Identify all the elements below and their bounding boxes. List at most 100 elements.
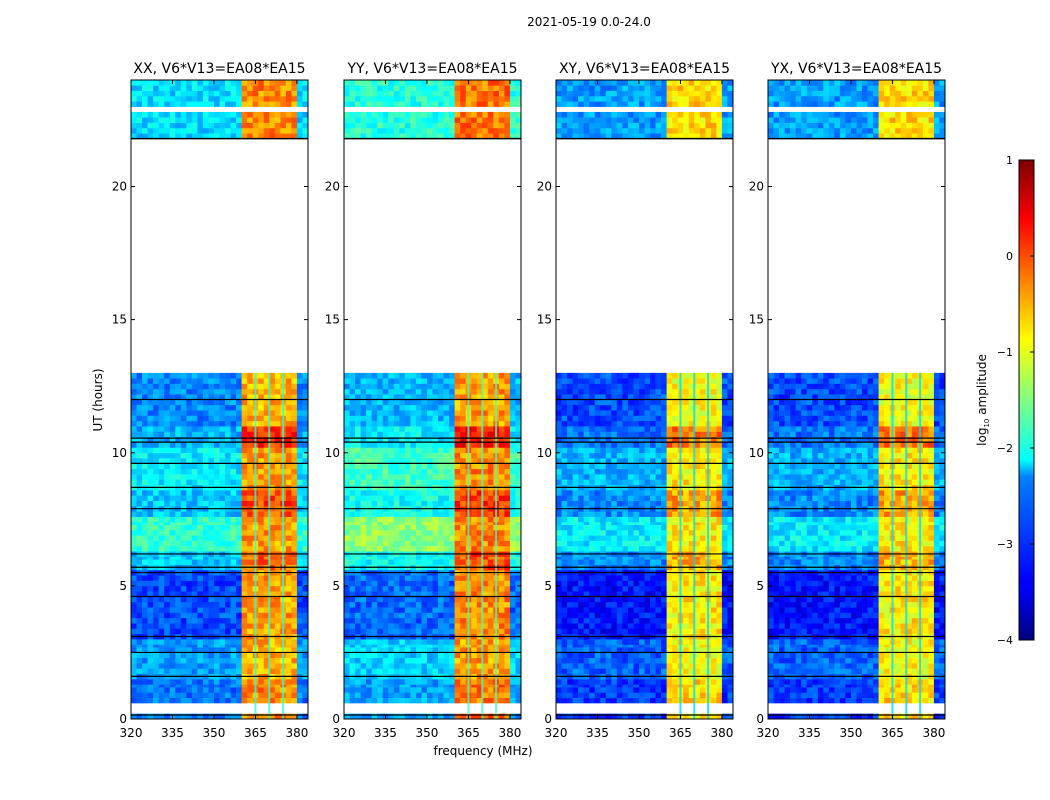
heatmap-cell [388,713,395,720]
heatmap-cell [225,122,231,129]
heatmap-cell [131,591,137,597]
heatmap-cell [164,585,171,592]
heatmap-cell [136,122,143,129]
heatmap-cell [302,623,309,629]
heatmap-cell [291,529,298,536]
heatmap-cell [399,607,406,613]
heatmap-cell [432,628,439,635]
heatmap-cell [280,122,287,129]
heatmap-cell [460,697,466,704]
heatmap-cell [438,436,444,443]
heatmap-cell [404,90,411,97]
heatmap-cell [371,436,378,443]
heatmap-cell [302,436,309,443]
heatmap-cell [202,127,209,134]
heatmap-cell [410,463,417,470]
heatmap-cell [388,474,395,480]
heatmap-cell [399,447,406,454]
heatmap-cell [164,545,171,552]
heatmap-cell [131,420,137,427]
heatmap-cell [136,420,143,427]
heatmap-cell [487,601,494,608]
heatmap-cell [360,524,367,531]
heatmap-cell [471,628,478,635]
heatmap-cell [399,524,406,531]
heatmap-cell [449,657,455,664]
heatmap-cell [302,452,309,459]
heatmap-cell [476,447,483,454]
heatmap-cell [504,628,511,635]
heatmap-cell [285,612,292,619]
heatmap-cell [252,122,259,129]
heatmap-cell [360,127,367,134]
heatmap-cell [360,399,367,406]
heatmap-cell [191,500,198,507]
heatmap-cell [230,388,237,395]
heatmap-cell [291,580,298,587]
heatmap-cell [371,545,378,552]
heatmap-cell [410,617,417,624]
heatmap-cell [285,372,292,379]
heatmap-cell [509,575,516,581]
heatmap-cell [410,490,417,496]
heatmap-cell [291,127,298,134]
heatmap-cell [274,383,281,390]
heatmap-cell [371,585,378,592]
heatmap-cell [219,535,226,541]
heatmap-cell [274,585,281,592]
heatmap-cell [509,663,516,669]
heatmap-cell [296,111,303,118]
heatmap-cell [241,117,248,123]
heatmap-cell [443,95,450,102]
heatmap-cell [263,596,270,603]
heatmap-cell [460,378,466,384]
heatmap-cell [399,85,406,91]
heatmap-cell [153,95,159,102]
heatmap-cell [296,529,303,536]
heatmap-cell [515,687,522,693]
heatmap-cell [302,415,309,422]
heatmap-cell [191,612,198,619]
heatmap-cell [164,436,171,443]
heatmap-cell [219,420,226,427]
heatmap-cell [164,639,171,645]
heatmap-cell [169,623,176,629]
heatmap-cell [471,612,478,619]
heatmap-cell [382,628,389,635]
heatmap-cell [421,623,428,629]
heatmap-cell [355,111,361,118]
heatmap-cell [131,511,137,517]
heatmap-cell [583,692,590,699]
heatmap-cell [366,436,372,443]
heatmap-cell [296,399,303,406]
heatmap-cell [371,628,378,635]
heatmap-cell [302,468,309,475]
heatmap-cell [344,657,350,664]
heatmap-cell [460,442,466,448]
heatmap-cell [258,559,265,565]
heatmap-cell [202,500,209,507]
heatmap-cell [349,436,356,443]
heatmap-cell [471,617,478,624]
heatmap-cell [449,580,455,587]
heatmap-cell [426,127,433,134]
heatmap-cell [421,410,428,416]
heatmap-cell [382,90,389,97]
heatmap-cell [344,95,350,102]
heatmap-cell [236,601,242,608]
heatmap-cell [426,80,433,86]
heatmap-cell [415,591,422,597]
heatmap-cell [136,559,143,565]
heatmap-cell [186,545,193,552]
heatmap-cell [509,383,516,390]
heatmap-cell [443,607,450,613]
heatmap-cell [349,500,356,507]
heatmap-cell [399,415,406,422]
heatmap-cell [388,591,395,597]
heatmap-cell [213,607,220,613]
heatmap-cell [482,383,489,390]
heatmap-cell [142,628,148,635]
heatmap-cell [509,585,516,592]
heatmap-cell [487,545,494,552]
heatmap-cell [169,516,176,523]
